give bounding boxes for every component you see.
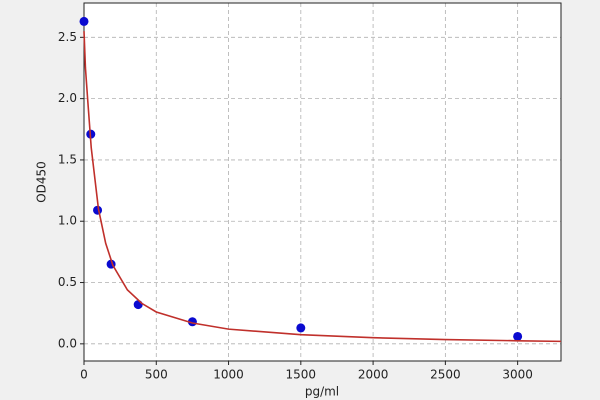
y-tick-label: 1.5	[58, 152, 77, 166]
y-tick-label: 1.0	[58, 214, 77, 228]
y-tick-label: 2.0	[58, 91, 77, 105]
x-axis-label: pg/ml	[305, 385, 339, 399]
x-tick-label: 1000	[213, 368, 244, 382]
x-tick-label: 2000	[358, 368, 389, 382]
plot-area	[84, 3, 561, 361]
x-tick-label: 500	[145, 368, 168, 382]
y-axis-label: OD450	[35, 161, 49, 203]
x-tick-label: 2500	[430, 368, 461, 382]
x-tick-label: 3000	[502, 368, 533, 382]
y-tick-label: 0.0	[58, 336, 77, 350]
y-tick-label: 0.5	[58, 275, 77, 289]
fit-curve	[83, 31, 562, 343]
plot-frame	[83, 2, 562, 362]
x-tick-label: 0	[80, 368, 88, 382]
data-point	[79, 16, 89, 26]
data-point	[513, 331, 523, 341]
data-point	[296, 323, 306, 333]
data-point	[133, 300, 143, 310]
x-tick-label: 1500	[286, 368, 317, 382]
y-tick-label: 2.5	[58, 30, 77, 44]
